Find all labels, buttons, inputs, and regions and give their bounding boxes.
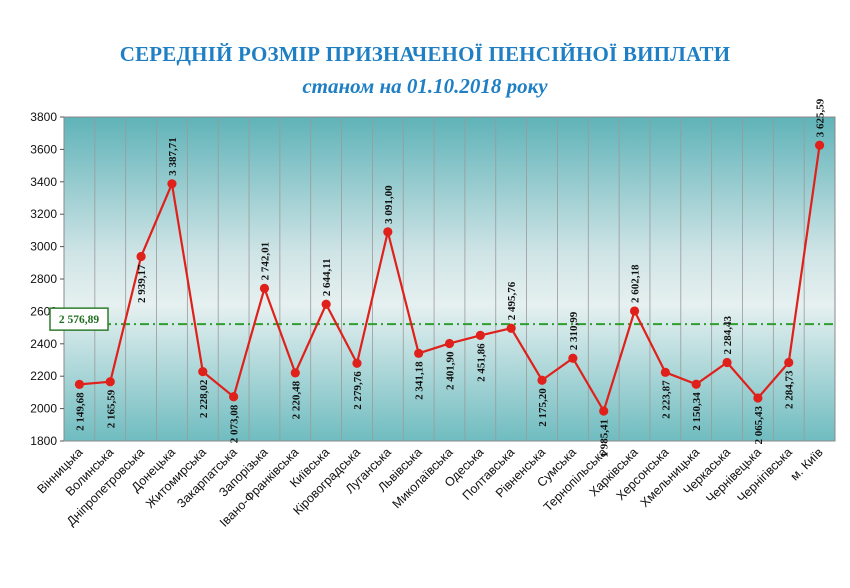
data-label: 2 228,02 — [198, 379, 210, 418]
data-point — [105, 377, 115, 387]
y-tick-label: 2800 — [30, 272, 57, 286]
data-label: 2 175,20 — [537, 388, 549, 427]
data-label: 2 401,90 — [445, 351, 457, 390]
data-point — [383, 227, 393, 237]
data-label: 3 625,59 — [815, 98, 827, 137]
data-point — [660, 367, 670, 377]
data-label: 3 091,00 — [383, 185, 395, 224]
data-point — [167, 179, 177, 189]
y-tick-label: 3200 — [30, 207, 57, 221]
y-tick-label: 3800 — [30, 110, 57, 124]
data-label: 2 451,86 — [475, 343, 487, 382]
data-label: 2 495,76 — [506, 281, 518, 320]
data-label: 2 165,59 — [105, 389, 117, 428]
data-label: 2 939,17 — [136, 264, 148, 303]
data-label: 2 149,68 — [74, 392, 86, 431]
plot-area — [64, 117, 835, 441]
data-point — [74, 379, 85, 389]
y-tick-label: 2400 — [30, 337, 57, 351]
data-label: 2 279,76 — [352, 371, 364, 410]
data-point — [814, 140, 825, 150]
data-label: 2 223,87 — [660, 380, 672, 419]
data-point — [290, 368, 300, 378]
data-label: 2 220,48 — [290, 380, 302, 419]
data-point — [784, 357, 794, 368]
data-point — [568, 353, 578, 363]
data-label: 2 073,08 — [229, 404, 241, 443]
data-point — [753, 393, 763, 403]
data-label: 2 602,18 — [630, 264, 642, 303]
data-point — [444, 338, 455, 349]
data-point — [537, 375, 547, 385]
data-point — [352, 358, 362, 368]
data-point — [259, 283, 270, 293]
data-point — [629, 306, 640, 316]
data-point — [414, 348, 424, 358]
data-label: 2 284,43 — [722, 316, 734, 355]
data-label: 2 065,43 — [753, 406, 765, 445]
y-tick-label: 3000 — [30, 240, 57, 254]
data-point — [599, 406, 609, 416]
data-label: 2 742,01 — [259, 242, 271, 281]
y-tick-label: 1800 — [30, 434, 57, 448]
data-label: 2 284,73 — [784, 370, 796, 409]
data-point — [198, 367, 208, 377]
data-point — [691, 379, 701, 389]
chart-title: СЕРЕДНІЙ РОЗМІР ПРИЗНАЧЕНОЇ ПЕНСІЙНОЇ ВИ… — [119, 42, 731, 66]
data-point — [475, 330, 485, 340]
y-tick-label: 3400 — [30, 175, 57, 189]
data-label: 1 985,41 — [599, 419, 611, 458]
data-point — [229, 392, 239, 402]
y-tick-label: 3600 — [30, 142, 57, 156]
data-label: 2 310,99 — [568, 311, 580, 350]
data-point — [722, 357, 732, 368]
x-tick-label: м. Київ — [788, 445, 826, 483]
average-label-box — [49, 307, 109, 331]
data-point — [321, 299, 331, 309]
average-label: 2 576,89 — [59, 314, 100, 326]
y-tick-label: 2200 — [30, 369, 57, 383]
data-point — [136, 251, 146, 262]
data-label: 3 387,71 — [167, 137, 179, 176]
data-label: 2 644,11 — [321, 258, 333, 296]
y-tick-label: 2000 — [30, 402, 57, 416]
chart-subtitle: станом на 01.10.2018 року — [302, 74, 548, 98]
data-label: 2 150,34 — [691, 392, 703, 431]
data-point — [506, 323, 516, 333]
data-label: 2 341,18 — [414, 361, 426, 400]
